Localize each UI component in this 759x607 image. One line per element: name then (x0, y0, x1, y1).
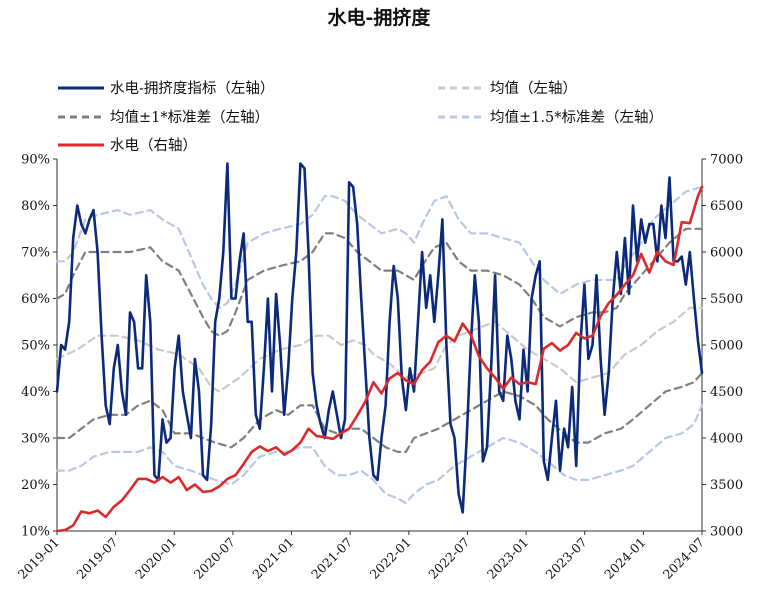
left-tick-label: 90% (21, 153, 50, 168)
right-tick-label: 5000 (710, 339, 743, 354)
x-tick-label: 2024-01 (601, 535, 648, 582)
right-tick-label: 6000 (710, 246, 743, 261)
right-tick-label: 6500 (710, 199, 743, 214)
plot-area (55, 162, 704, 533)
legend-label-price: 水电（右轴） (110, 137, 197, 154)
legend-label-band1: 均值±1*标准差（左轴） (110, 109, 269, 126)
right-tick-label: 4500 (710, 385, 743, 400)
right-tick-label: 4000 (710, 432, 743, 447)
legend-label-mean: 均值（左轴） (490, 80, 577, 97)
left-tick-label: 30% (21, 432, 50, 447)
right-tick-label: 5500 (710, 292, 743, 307)
x-tick-label: 2021-07 (308, 534, 355, 581)
left-tick-label: 10% (21, 525, 50, 540)
series-upper-1sd-line (55, 227, 704, 337)
left-tick-label: 80% (21, 199, 50, 214)
left-tick-label: 50% (21, 339, 50, 354)
x-tick-label: 2021-01 (249, 535, 296, 582)
x-tick-label: 2023-07 (543, 534, 590, 581)
x-tick-label: 2020-07 (191, 534, 238, 581)
series-upper-15sd-line (55, 185, 704, 309)
x-tick-label: 2022-01 (367, 535, 414, 582)
x-tick-label: 2019-01 (15, 535, 62, 582)
legend-label-index: 水电-拥挤度指标（左轴） (110, 80, 274, 97)
left-tick-label: 40% (21, 385, 50, 400)
right-tick-label: 3500 (710, 478, 743, 493)
left-tick-label: 60% (21, 292, 50, 307)
x-tick-label: 2020-01 (132, 535, 179, 582)
left-tick-label: 70% (21, 246, 50, 261)
x-tick-label: 2019-07 (73, 534, 120, 581)
series-mean-line (55, 306, 704, 393)
left-tick-label: 20% (21, 478, 50, 493)
series-price-line (55, 185, 704, 533)
x-tick-label: 2022-07 (425, 534, 472, 581)
series-lower-15sd-line (55, 404, 704, 505)
right-tick-label: 3000 (710, 525, 743, 540)
chart-title: 水电-拥挤度 (328, 6, 432, 29)
right-tick-label: 7000 (710, 153, 743, 168)
series-index-line (55, 162, 704, 514)
x-tick-label: 2024-07 (660, 534, 707, 581)
legend: 水电-拥挤度指标（左轴） 均值（左轴） 均值±1*标准差（左轴） 均值±1.5*… (58, 80, 663, 154)
legend-label-band15: 均值±1.5*标准差（左轴） (490, 109, 663, 126)
x-tick-label: 2023-01 (484, 535, 531, 582)
series-lower-1sd-line (55, 371, 704, 453)
